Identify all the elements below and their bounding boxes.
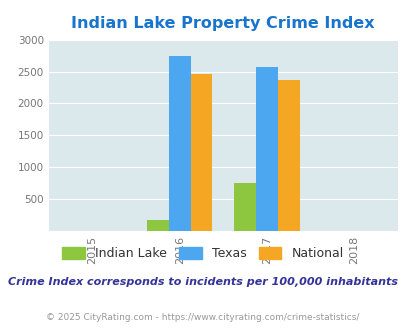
Bar (256, 67, 277, 231)
Text: © 2025 CityRating.com - https://www.cityrating.com/crime-statistics/: © 2025 CityRating.com - https://www.city… (46, 313, 359, 322)
Bar (147, 220, 168, 231)
Text: Crime Index corresponds to incidents per 100,000 inhabitants: Crime Index corresponds to incidents per… (8, 278, 397, 287)
Bar (190, 74, 212, 231)
Bar (234, 182, 256, 231)
Legend: Indian Lake, Texas, National: Indian Lake, Texas, National (57, 242, 348, 265)
Title: Indian Lake Property Crime Index: Indian Lake Property Crime Index (71, 16, 374, 31)
Bar (277, 81, 299, 231)
Bar (168, 55, 190, 231)
